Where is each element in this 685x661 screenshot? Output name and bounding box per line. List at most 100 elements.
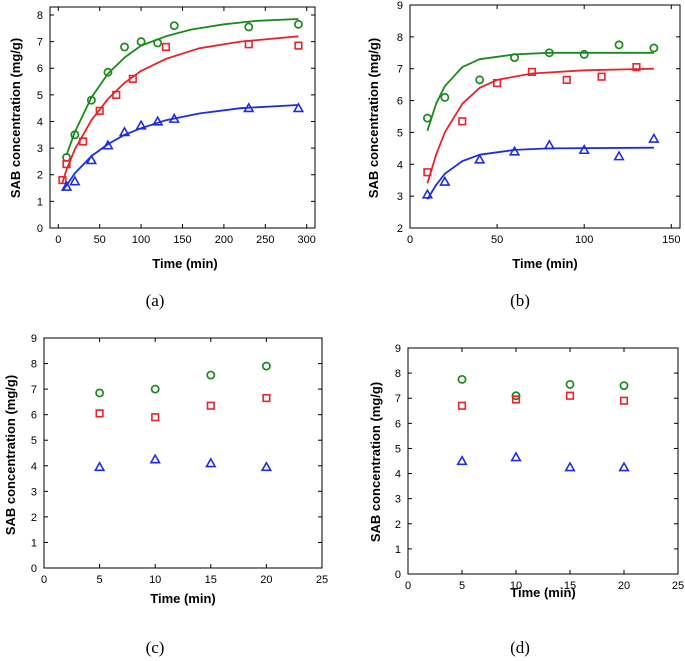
data-point-circle	[103, 67, 113, 77]
x-tick-label: 50	[94, 234, 106, 246]
x-tick-label: 50	[491, 234, 503, 246]
fit-curve-red	[61, 35, 299, 183]
y-tick-label: 4	[37, 116, 43, 128]
data-point-square	[597, 72, 606, 81]
data-point-square	[95, 106, 104, 115]
data-point-circle	[422, 113, 432, 123]
y-tick-label: 4	[31, 461, 37, 473]
data-point-triangle	[439, 175, 451, 186]
x-tick-label: 200	[215, 234, 233, 246]
y-tick-label: 6	[397, 96, 403, 108]
data-point-circle	[565, 379, 575, 389]
data-point-circle	[510, 53, 519, 63]
y-tick-label: 3	[395, 494, 401, 506]
y-tick-label: 1	[37, 196, 43, 208]
data-point-triangle	[149, 453, 161, 464]
data-point-square	[458, 117, 467, 126]
data-point-square	[527, 67, 537, 76]
panel-c-label: (c)	[146, 638, 165, 657]
x-tick-label: 25	[316, 574, 328, 586]
y-tick-label: 7	[31, 384, 37, 396]
y-tick-label: 6	[31, 410, 37, 422]
panel-b-label: (b)	[510, 291, 530, 310]
x-axis-title: Time (min)	[152, 256, 218, 271]
y-tick-label: 8	[397, 32, 403, 44]
y-tick-label: 9	[395, 343, 401, 355]
data-point-circle	[544, 48, 554, 58]
data-point-triangle	[69, 175, 81, 186]
data-point-circle	[95, 388, 105, 398]
data-point-triangle	[578, 144, 590, 155]
x-tick-label: 20	[618, 580, 630, 592]
data-point-triangle	[118, 126, 131, 137]
y-tick-label: 9	[31, 333, 37, 345]
data-point-square	[294, 41, 303, 50]
y-tick-label: 9	[397, 0, 403, 12]
y-axis-title: SAB concentration (mg/g)	[368, 382, 383, 542]
data-point-square	[95, 409, 104, 418]
data-point-triangle	[151, 115, 164, 126]
panel-b-chart: 0 50 100 150 2 3 4 5 6 7 8 9 Time (min) SAB concentra…	[366, 0, 681, 271]
data-point-triangle	[60, 180, 73, 191]
x-tick-label: 0	[41, 574, 47, 586]
x-tick-label: 0	[405, 580, 411, 592]
plot-frame	[409, 4, 681, 229]
data-point-circle	[649, 43, 659, 53]
y-tick-label: 5	[31, 435, 37, 447]
fit-curve-blue	[61, 104, 299, 192]
y-tick-label: 0	[395, 569, 401, 581]
data-point-triangle	[168, 112, 180, 123]
data-point-square	[562, 75, 571, 84]
data-point-triangle	[260, 461, 273, 472]
y-tick-label: 3	[31, 486, 37, 498]
y-tick-label: 6	[395, 418, 401, 430]
data-point-circle	[475, 75, 485, 85]
data-point-square	[62, 159, 71, 169]
y-tick-label: 1	[395, 544, 401, 556]
panel-a-label: (a)	[146, 291, 165, 310]
y-tick-label: 2	[31, 512, 37, 524]
x-tick-label: 20	[260, 574, 272, 586]
y-tick-label: 3	[37, 143, 43, 155]
y-tick-label: 4	[397, 159, 403, 171]
x-tick-label: 10	[510, 580, 522, 592]
data-point-square	[457, 401, 467, 410]
fit-curve-green	[426, 51, 654, 132]
data-point-triangle	[543, 139, 556, 150]
fit-curve-red	[426, 67, 654, 184]
y-tick-label: 5	[395, 443, 401, 455]
data-point-triangle	[618, 461, 630, 472]
data-point-circle	[457, 374, 467, 384]
x-tick-label: 25	[672, 580, 684, 592]
x-tick-label: 100	[575, 234, 593, 246]
data-point-circle	[440, 92, 450, 102]
data-point-square	[151, 413, 160, 422]
y-tick-label: 5	[37, 90, 43, 102]
y-tick-label: 4	[395, 469, 401, 481]
y-tick-label: 0	[37, 223, 43, 235]
x-tick-label: 300	[298, 234, 316, 246]
x-tick-label: 0	[407, 234, 413, 246]
x-tick-label: 5	[97, 574, 103, 586]
data-point-triangle	[421, 188, 434, 199]
y-axis-title: SAB concentration (mg/g)	[366, 38, 381, 198]
y-tick-label: 8	[31, 359, 37, 371]
x-tick-label: 5	[459, 580, 465, 592]
y-tick-label: 7	[397, 64, 403, 76]
data-point-square	[206, 401, 215, 410]
x-tick-label: 150	[662, 234, 680, 246]
data-point-square	[619, 396, 629, 405]
x-tick-label: 10	[149, 574, 161, 586]
data-point-triangle	[564, 461, 576, 472]
data-point-triangle	[85, 154, 98, 165]
data-point-triangle	[292, 102, 305, 113]
y-tick-label: 2	[37, 170, 43, 182]
data-point-triangle	[474, 153, 486, 164]
data-point-circle	[579, 49, 589, 59]
data-point-circle	[169, 21, 179, 31]
data-point-square	[128, 74, 137, 83]
plot-frame	[43, 337, 323, 569]
panel-d-chart: 0 5 10 15 20 25 0 1 2 3 4 5 6 7 8 9 Time (min) SAB concen…	[368, 343, 684, 600]
data-point-circle	[86, 95, 96, 105]
